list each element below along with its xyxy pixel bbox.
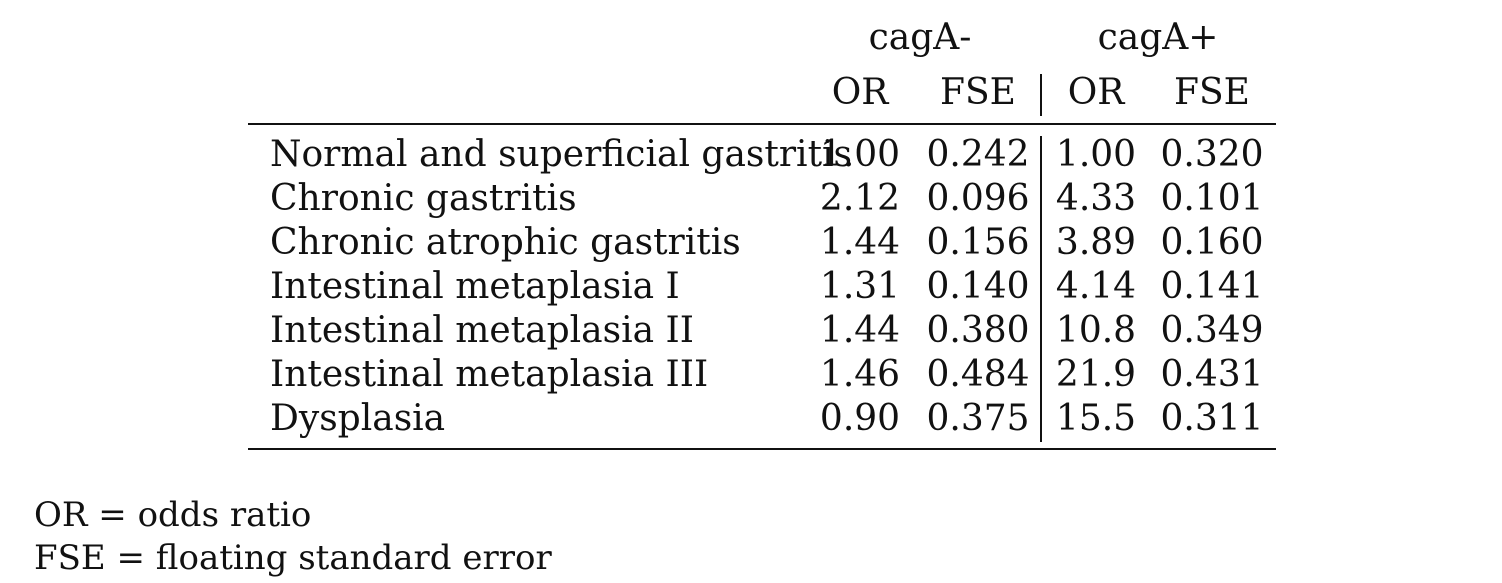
table-row: Intestinal metaplasia II 1.44 0.380 10.8… <box>0 309 1502 353</box>
row-label: Dysplasia <box>270 398 446 439</box>
fse-positive-cell: 0.141 <box>1160 266 1264 307</box>
or-positive-cell: 4.14 <box>1055 266 1137 307</box>
bottom-rule <box>248 448 1276 450</box>
row-label: Chronic gastritis <box>270 178 577 219</box>
subheader-fse-negative: FSE <box>940 72 1016 113</box>
fse-negative-cell: 0.375 <box>926 398 1030 439</box>
subheader-or-positive: OR <box>1067 72 1125 113</box>
fse-positive-cell: 0.320 <box>1160 134 1264 175</box>
or-positive-cell: 10.8 <box>1055 310 1137 351</box>
fse-negative-cell: 0.156 <box>926 222 1030 263</box>
fse-negative-cell: 0.242 <box>926 134 1030 175</box>
or-negative-cell: 1.44 <box>819 222 901 263</box>
fse-positive-cell: 0.311 <box>1160 398 1264 439</box>
table-row: Intestinal metaplasia III 1.46 0.484 21.… <box>0 353 1502 397</box>
fse-negative-cell: 0.484 <box>926 354 1030 395</box>
header-vertical-divider <box>1040 74 1042 116</box>
or-negative-cell: 1.44 <box>819 310 901 351</box>
row-label: Normal and superficial gastritis <box>270 134 853 175</box>
table-row: Dysplasia 0.90 0.375 15.5 0.311 <box>0 397 1502 441</box>
row-label: Intestinal metaplasia II <box>270 310 694 351</box>
footnote-or: OR = odds ratio <box>34 495 312 535</box>
subheader-or-negative: OR <box>831 72 889 113</box>
group-header-caga-negative: cagA- <box>868 17 972 58</box>
fse-positive-cell: 0.101 <box>1160 178 1264 219</box>
row-label: Intestinal metaplasia III <box>270 354 709 395</box>
subheader-fse-positive: FSE <box>1174 72 1250 113</box>
fse-positive-cell: 0.431 <box>1160 354 1264 395</box>
or-negative-cell: 1.00 <box>819 134 901 175</box>
group-header-caga-positive: cagA+ <box>1097 17 1219 58</box>
table-row: Intestinal metaplasia I 1.31 0.140 4.14 … <box>0 265 1502 309</box>
row-label: Chronic atrophic gastritis <box>270 222 741 263</box>
table-row: Chronic gastritis 2.12 0.096 4.33 0.101 <box>0 177 1502 221</box>
or-positive-cell: 15.5 <box>1055 398 1137 439</box>
fse-positive-cell: 0.160 <box>1160 222 1264 263</box>
fse-negative-cell: 0.380 <box>926 310 1030 351</box>
or-negative-cell: 1.46 <box>819 354 901 395</box>
or-positive-cell: 1.00 <box>1055 134 1137 175</box>
body-vertical-divider <box>1040 136 1042 442</box>
fse-negative-cell: 0.096 <box>926 178 1030 219</box>
or-negative-cell: 0.90 <box>819 398 901 439</box>
table-row: Chronic atrophic gastritis 1.44 0.156 3.… <box>0 221 1502 265</box>
or-positive-cell: 3.89 <box>1055 222 1137 263</box>
fse-negative-cell: 0.140 <box>926 266 1030 307</box>
table-row: Normal and superficial gastritis 1.00 0.… <box>0 133 1502 177</box>
or-positive-cell: 21.9 <box>1055 354 1137 395</box>
row-label: Intestinal metaplasia I <box>270 266 680 307</box>
top-rule <box>248 123 1276 125</box>
fse-positive-cell: 0.349 <box>1160 310 1264 351</box>
or-negative-cell: 2.12 <box>819 178 901 219</box>
or-negative-cell: 1.31 <box>819 266 901 307</box>
or-positive-cell: 4.33 <box>1055 178 1137 219</box>
footnote-fse: FSE = floating standard error <box>34 538 552 578</box>
